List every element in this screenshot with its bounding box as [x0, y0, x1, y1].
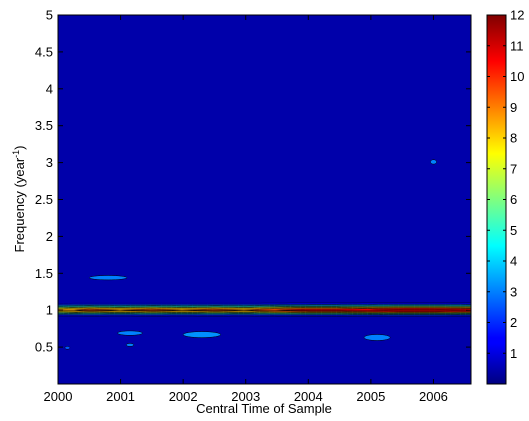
y-tick-label: 3 — [46, 155, 53, 170]
y-axis: 0.5 1 1.5 2 2.5 3 3.5 4 4.5 5 — [35, 8, 471, 355]
y-tick-label: 4.5 — [35, 44, 53, 59]
y-axis-title-suffix: ) — [12, 145, 27, 149]
x-tick-label: 2005 — [356, 389, 385, 404]
colorbar-tick-label: 10 — [510, 69, 524, 84]
colorbar-tick-label: 8 — [510, 131, 517, 146]
colorbar-tick-label: 11 — [510, 38, 524, 53]
x-tick-label: 2003 — [231, 389, 260, 404]
contour-feature-7 — [430, 159, 437, 165]
contour-feature-5 — [182, 331, 221, 338]
colorbar-tick-label: 7 — [510, 161, 517, 176]
y-axis-title: Frequency (year-1) — [11, 145, 27, 252]
contour-feature-3 — [117, 330, 143, 336]
y-tick-label: 3.5 — [35, 118, 53, 133]
colorbar-tick-label: 1 — [510, 346, 517, 361]
contour-feature-2 — [89, 275, 128, 281]
feature-layer — [64, 159, 437, 350]
y-tick-label: 0.5 — [35, 340, 53, 355]
x-tick-label: 2000 — [44, 389, 73, 404]
y-tick-label: 1 — [46, 303, 53, 318]
y-tick-label: 2.5 — [35, 192, 53, 207]
y-tick-label: 4 — [46, 81, 53, 96]
y-tick-label: 5 — [46, 8, 53, 23]
contour-feature-6 — [363, 334, 391, 341]
contour-feature-4 — [125, 343, 135, 347]
heatmap-layer — [57, 302, 472, 317]
y-axis-title-superscript: -1 — [11, 150, 21, 158]
y-tick-label: 1.5 — [35, 266, 53, 281]
colorbar-tick-label: 5 — [510, 223, 517, 238]
x-axis: 2000 2001 2002 2003 2004 2005 2006 — [44, 15, 448, 404]
plot-background — [58, 15, 471, 384]
x-tick-label: 2002 — [169, 389, 198, 404]
colorbar-tick-label: 3 — [510, 284, 517, 299]
x-tick-label: 2001 — [106, 389, 135, 404]
colorbar-tick-label: 4 — [510, 254, 517, 269]
colorbar-tick-label: 12 — [510, 8, 524, 23]
x-tick-label: 2006 — [419, 389, 448, 404]
x-tick-label: 2004 — [294, 389, 323, 404]
plot-area — [57, 14, 472, 385]
y-tick-label: 2 — [46, 229, 53, 244]
colorbar-tick-label: 9 — [510, 100, 517, 115]
x-axis-title: Central Time of Sample — [196, 401, 332, 416]
colorbar-tick-label: 2 — [510, 315, 517, 330]
colorbar-tick-label: 6 — [510, 192, 517, 207]
contour-feature-1 — [64, 346, 71, 350]
y-axis-title-main: Frequency (year — [12, 157, 27, 252]
